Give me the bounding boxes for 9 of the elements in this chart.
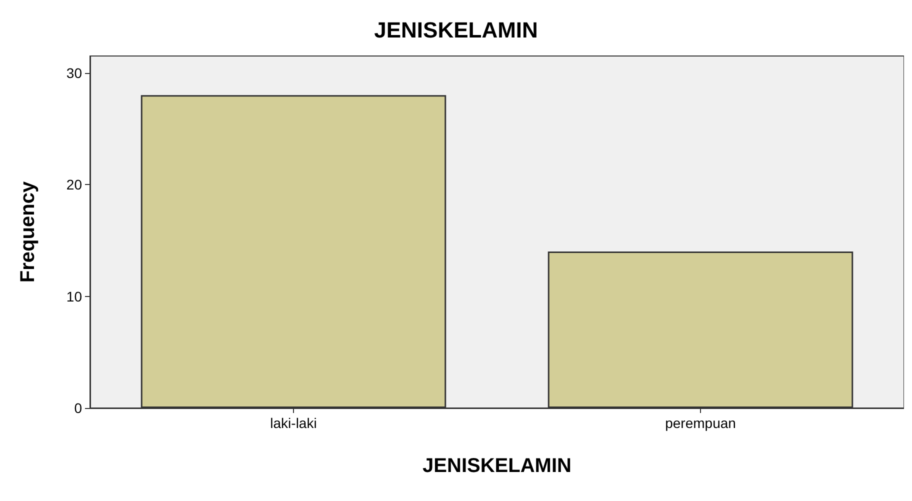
chart-title: JENISKELAMIN — [374, 18, 538, 42]
y-axis-title: Frequency — [17, 180, 39, 283]
y-tick-label: 30 — [66, 64, 82, 81]
x-axis-title: JENISKELAMIN — [422, 455, 572, 477]
y-tick-label: 10 — [66, 288, 82, 304]
x-tick-label: laki-laki — [270, 415, 317, 431]
y-tick-label: 0 — [74, 400, 82, 416]
x-tick-label: perempuan — [665, 415, 736, 431]
y-tick-label: 20 — [66, 176, 82, 193]
